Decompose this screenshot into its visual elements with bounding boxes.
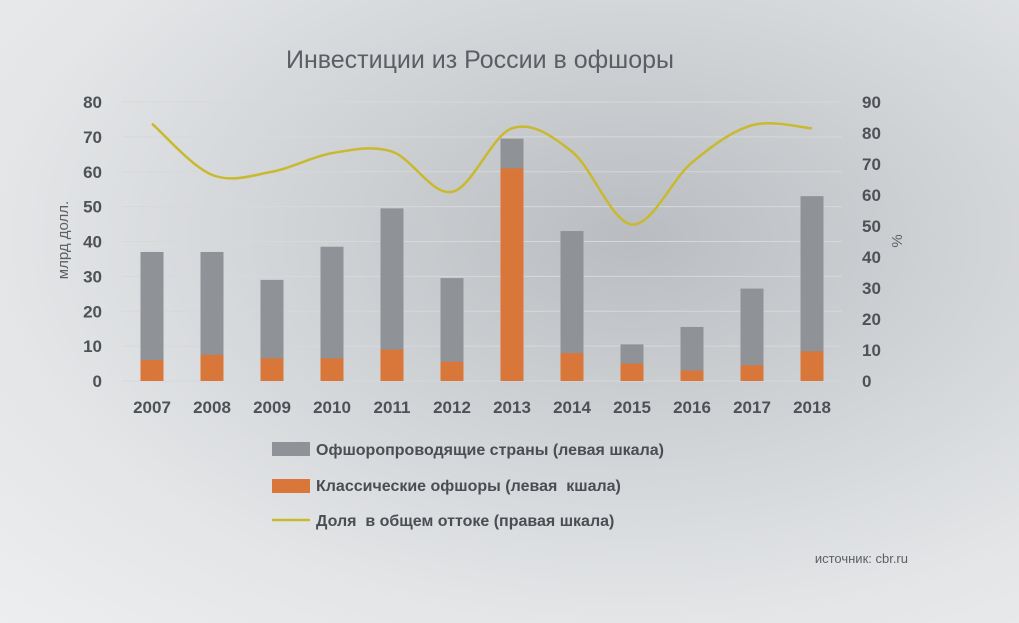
x-tick-label: 2014: [553, 398, 591, 417]
y-tick-label: 50: [83, 198, 102, 217]
y2-tick-label: 0: [862, 372, 871, 391]
bar-classic-offshore: [560, 353, 584, 381]
y2-tick-label: 70: [862, 155, 881, 174]
y-axis-label: млрд долл.: [55, 201, 72, 279]
y2-tick-label: 30: [862, 279, 881, 298]
bar-classic-offshore: [620, 363, 644, 381]
bar-classic-offshore: [740, 365, 764, 381]
y2-tick-label: 10: [862, 341, 881, 360]
legend-label-orange: Классические офшоры (левая кшала): [316, 478, 621, 495]
share-line: [151, 122, 813, 226]
x-tick-label: 2013: [493, 398, 531, 417]
y2-tick-label: 80: [862, 124, 881, 143]
y2-tick-label: 40: [862, 248, 881, 267]
bar-offshore-conduit: [140, 251, 164, 381]
gridlines: [122, 101, 842, 382]
x-tick-label: 2018: [793, 398, 831, 417]
y2-tick-label: 20: [862, 310, 881, 329]
bar-classic-offshore: [140, 360, 164, 381]
bar-classic-offshore: [440, 361, 464, 381]
x-axis: 2007 2008 2009 2010 2011 2012 2013 2014 2015 2016…: [133, 398, 831, 417]
bar-offshore-conduit: [680, 326, 704, 381]
x-tick-label: 2008: [193, 398, 231, 417]
legend-swatch-orange: [272, 479, 310, 493]
legend: Офшоропроводящие страны (левая шкала) Кл…: [272, 442, 664, 530]
bar-offshore-conduit: [800, 196, 824, 381]
bar-classic-offshore: [200, 354, 224, 381]
y-tick-label: 70: [83, 128, 102, 147]
bar-offshore-conduit: [440, 278, 464, 381]
x-tick-label: 2015: [613, 398, 651, 417]
bar-classic-offshore: [800, 351, 824, 381]
x-tick-label: 2009: [253, 398, 291, 417]
bar-offshore-conduit: [740, 288, 764, 381]
source-note: источник: cbr.ru: [815, 551, 908, 566]
bar-classic-offshore: [500, 168, 524, 381]
x-tick-label: 2012: [433, 398, 471, 417]
y-axis-left: 0 10 20 30 40 50 60 70 80: [83, 93, 102, 391]
bar-classic-offshore: [320, 358, 344, 381]
chart-title: Инвестиции из России в офшоры: [286, 46, 674, 74]
bar-classic-offshore: [380, 349, 404, 381]
bar-offshore-conduit: [260, 279, 284, 381]
y-tick-label: 10: [83, 337, 102, 356]
x-tick-label: 2016: [673, 398, 711, 417]
bar-offshore-conduit: [560, 231, 584, 381]
y-tick-label: 80: [83, 93, 102, 112]
bar-offshore-conduit: [200, 251, 224, 381]
y2-tick-label: 50: [862, 217, 881, 236]
x-tick-label: 2017: [733, 398, 771, 417]
x-tick-label: 2010: [313, 398, 351, 417]
bar-offshore-conduit: [320, 246, 344, 381]
bar-offshore-conduit: [380, 208, 404, 381]
legend-label-line: Доля в общем оттоке (правая шкала): [316, 513, 614, 530]
bar-classic-offshore: [680, 370, 704, 381]
y-tick-label: 40: [83, 233, 102, 252]
y2-axis-label: %: [889, 234, 906, 247]
share-line-path: [151, 122, 813, 226]
x-tick-label: 2007: [133, 398, 171, 417]
legend-label-gray: Офшоропроводящие страны (левая шкала): [316, 442, 664, 459]
y-axis-right: 0 10 20 30 40 50 60 70 80 90: [862, 93, 881, 391]
y-tick-label: 30: [83, 267, 102, 286]
y-tick-label: 20: [83, 302, 102, 321]
bar-classic-offshore: [260, 358, 284, 381]
bars: [140, 138, 824, 381]
y-tick-label: 0: [93, 372, 102, 391]
x-tick-label: 2011: [374, 398, 411, 417]
y-tick-label: 60: [83, 163, 102, 182]
legend-swatch-gray: [272, 442, 310, 456]
y2-tick-label: 90: [862, 93, 881, 112]
y2-tick-label: 60: [862, 186, 881, 205]
